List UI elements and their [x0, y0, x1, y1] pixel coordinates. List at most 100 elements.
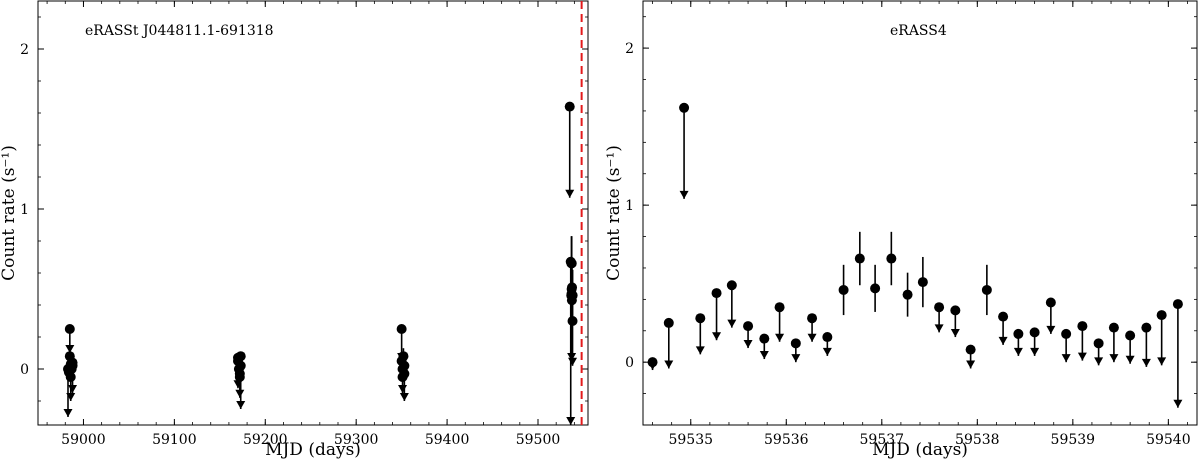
detection-point	[838, 284, 849, 295]
upper-limit-arrowhead	[399, 393, 409, 401]
upper-limit-arrowhead	[567, 353, 577, 361]
upper-limit-point	[711, 288, 722, 299]
upper-limit-point	[1061, 328, 1072, 339]
upper-limit-arrowhead	[807, 333, 817, 342]
upper-limit-arrowhead	[1061, 354, 1071, 363]
detection-point	[234, 368, 245, 379]
detection-point	[870, 283, 881, 294]
upper-limit-point	[934, 302, 945, 313]
upper-limit-point	[774, 302, 785, 313]
detection-point	[854, 253, 865, 264]
upper-limit-arrowhead	[63, 409, 73, 417]
detection-point	[398, 351, 409, 362]
x-axis-label: MJD (days)	[265, 440, 361, 460]
y-axis-label: Count rate (s⁻¹)	[0, 145, 19, 281]
upper-limit-point	[1172, 299, 1183, 310]
upper-limit-arrowhead	[759, 351, 769, 360]
y-tick-label: 0	[20, 362, 29, 378]
x-tick-label: 59540	[1146, 432, 1191, 448]
upper-limit-point	[647, 357, 658, 368]
upper-limit-arrowhead	[695, 346, 705, 355]
upper-limit-arrowhead	[727, 319, 737, 328]
upper-limit-point	[950, 305, 961, 316]
upper-limit-arrowhead	[1109, 354, 1119, 363]
upper-limit-arrowhead	[66, 393, 76, 401]
detection-point	[917, 277, 928, 288]
y-tick-label: 0	[625, 355, 634, 371]
upper-limit-point	[759, 333, 770, 344]
upper-limit-point	[64, 324, 75, 334]
panel-annotation: eRASSt J044811.1-691318	[85, 23, 274, 39]
right-panel: 59535 59536 59537 59538 59539 59540 0 1 2 MJD (da…	[604, 0, 1198, 460]
upper-limit-point	[1077, 321, 1088, 332]
upper-limit-point	[1156, 310, 1167, 321]
upper-limit-arrowhead	[743, 340, 753, 349]
upper-limit-arrowhead	[934, 324, 944, 333]
upper-limit-point	[1141, 322, 1152, 333]
x-tick-label: 59500	[516, 432, 561, 448]
upper-limit-arrowhead	[236, 401, 246, 409]
x-axis-label: MJD (days)	[872, 440, 968, 460]
upper-limit-arrowhead	[664, 360, 674, 369]
y-tick-label: 2	[20, 42, 29, 58]
x-tick-label: 59538	[955, 432, 1000, 448]
upper-limit-point	[998, 311, 1009, 322]
upper-limit-arrowhead	[1013, 347, 1023, 356]
upper-limit-arrowhead	[65, 345, 75, 353]
upper-limit-arrowhead	[822, 347, 832, 356]
upper-limit-arrowhead	[998, 336, 1008, 345]
upper-limit-arrowhead	[235, 389, 245, 398]
x-tick-label: 59537	[860, 432, 905, 448]
x-tick-label: 59100	[152, 432, 197, 448]
upper-limit-arrowhead	[1125, 355, 1135, 364]
x-tick-label: 59536	[764, 432, 809, 448]
upper-limit-point	[396, 324, 407, 334]
upper-limit-arrowhead	[950, 329, 960, 338]
x-tick-label: 59200	[243, 432, 288, 448]
detection-point	[981, 284, 992, 295]
upper-limit-arrowhead	[966, 360, 976, 369]
upper-limit-arrowhead	[568, 357, 578, 366]
detection-point	[67, 357, 78, 368]
y-tick-label: 2	[625, 41, 634, 57]
panel-annotation: eRASS4	[890, 23, 947, 39]
y-tick-label: 1	[20, 202, 29, 218]
x-tick-label: 59000	[61, 432, 106, 448]
upper-limit-point	[679, 102, 690, 113]
upper-limit-arrowhead	[565, 189, 575, 198]
upper-limit-point	[1045, 297, 1056, 308]
upper-limit-point	[1108, 322, 1119, 333]
detection-point	[235, 360, 246, 371]
upper-limit-point	[1125, 330, 1136, 341]
upper-limit-arrowhead	[1030, 347, 1040, 356]
upper-limit-point	[695, 313, 706, 324]
upper-limit-arrowhead	[1094, 357, 1104, 366]
upper-limit-arrowhead	[712, 332, 722, 341]
upper-limit-arrowhead	[679, 190, 689, 199]
x-tick-label: 59535	[668, 432, 713, 448]
upper-limit-arrowhead	[1173, 399, 1183, 408]
upper-limit-arrowhead	[398, 385, 408, 393]
upper-limit-point	[1093, 338, 1104, 349]
upper-limit-point	[807, 313, 818, 324]
detection-point	[886, 253, 897, 264]
x-tick-label: 59400	[425, 432, 470, 448]
upper-limit-point	[726, 280, 737, 291]
detection-point	[567, 290, 578, 301]
upper-limit-arrowhead	[1141, 358, 1151, 367]
plot-frame	[37, 0, 589, 426]
x-tick-label: 59539	[1051, 432, 1096, 448]
y-axis-label: Count rate (s⁻¹)	[604, 145, 624, 281]
detection-point	[399, 368, 410, 379]
y-tick-label: 1	[625, 198, 634, 214]
upper-limit-arrowhead	[1077, 352, 1087, 361]
upper-limit-point	[790, 338, 801, 349]
upper-limit-arrowhead	[1046, 325, 1056, 334]
upper-limit-point	[1029, 327, 1040, 338]
detection-point	[902, 289, 913, 300]
upper-limit-arrowhead	[791, 354, 801, 363]
upper-limit-point	[663, 317, 674, 328]
upper-limit-arrowhead	[566, 417, 576, 425]
left-panel: 59000 59100 59200 59300 59400 59500 0 1 2 MJD (da…	[0, 0, 589, 460]
